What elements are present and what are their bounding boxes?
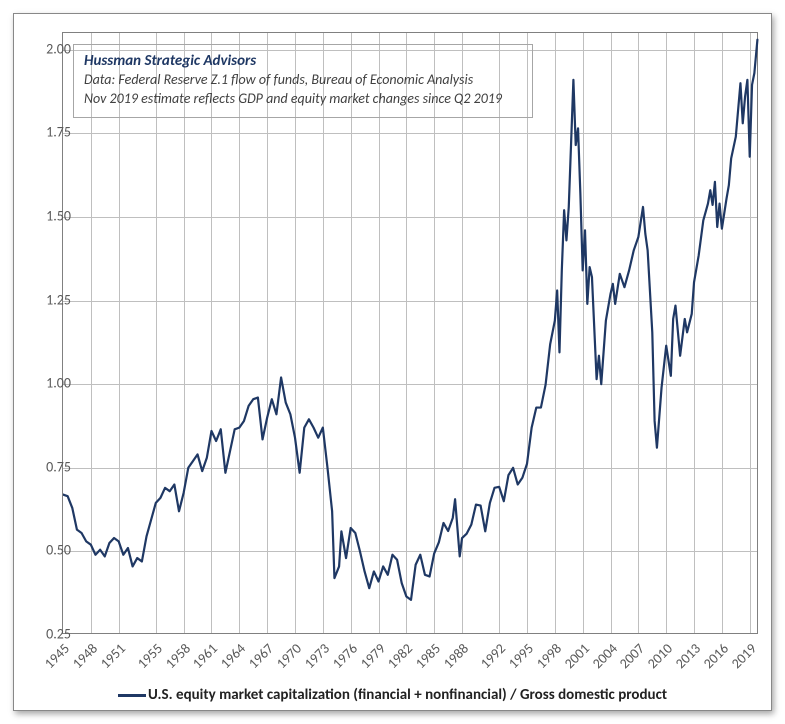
legend-text: U.S. equity market capitalization (finan…	[148, 686, 667, 704]
annotation-box: Hussman Strategic Advisors Data: Federal…	[73, 44, 533, 118]
x-tick-label: 1992	[477, 640, 509, 672]
x-tick-label: 1948	[69, 640, 101, 672]
y-tick-label: 1.25	[31, 291, 71, 308]
x-tick-label: 2013	[672, 640, 704, 672]
x-tick-label: 1955	[134, 640, 166, 672]
y-tick-label: 2.00	[31, 40, 71, 57]
series-line	[63, 33, 759, 635]
x-tick-label: 1964	[217, 640, 249, 672]
annotation-data-source: Data: Federal Reserve Z.1 flow of funds,…	[84, 71, 522, 90]
legend-line-icon	[118, 694, 146, 697]
x-tick-label: 1973	[301, 640, 333, 672]
x-tick-label: 1961	[189, 640, 221, 672]
x-tick-label: 1970	[273, 640, 305, 672]
y-tick-label: 1.50	[31, 207, 71, 224]
x-tick-label: 2004	[588, 640, 620, 672]
x-tick-label: 2010	[644, 640, 676, 672]
annotation-title: Hussman Strategic Advisors	[84, 51, 522, 71]
plot-area	[62, 32, 758, 634]
x-tick-label: 1988	[440, 640, 472, 672]
legend: U.S. equity market capitalization (finan…	[14, 686, 771, 704]
y-tick-label: 0.50	[31, 542, 71, 559]
chart-frame: Hussman Strategic Advisors Data: Federal…	[13, 13, 772, 711]
x-tick-label: 1979	[356, 640, 388, 672]
x-tick-label: 1951	[97, 640, 129, 672]
chart-container: Hussman Strategic Advisors Data: Federal…	[0, 0, 785, 724]
x-tick-label: 2016	[700, 640, 732, 672]
x-tick-label: 2019	[728, 640, 760, 672]
x-tick-label: 1945	[41, 640, 73, 672]
y-tick-label: 1.75	[31, 124, 71, 141]
x-tick-label: 1998	[533, 640, 565, 672]
x-tick-label: 2007	[616, 640, 648, 672]
x-tick-label: 1958	[162, 640, 194, 672]
y-tick-label: 1.00	[31, 375, 71, 392]
y-tick-label: 0.25	[31, 626, 71, 643]
y-tick-label: 0.75	[31, 458, 71, 475]
x-tick-label: 2001	[561, 640, 593, 672]
annotation-note: Nov 2019 estimate reflects GDP and equit…	[84, 90, 522, 109]
x-tick-label: 1995	[505, 640, 537, 672]
x-tick-label: 1985	[412, 640, 444, 672]
x-tick-label: 1982	[384, 640, 416, 672]
x-tick-label: 1967	[245, 640, 277, 672]
x-tick-label: 1976	[329, 640, 361, 672]
